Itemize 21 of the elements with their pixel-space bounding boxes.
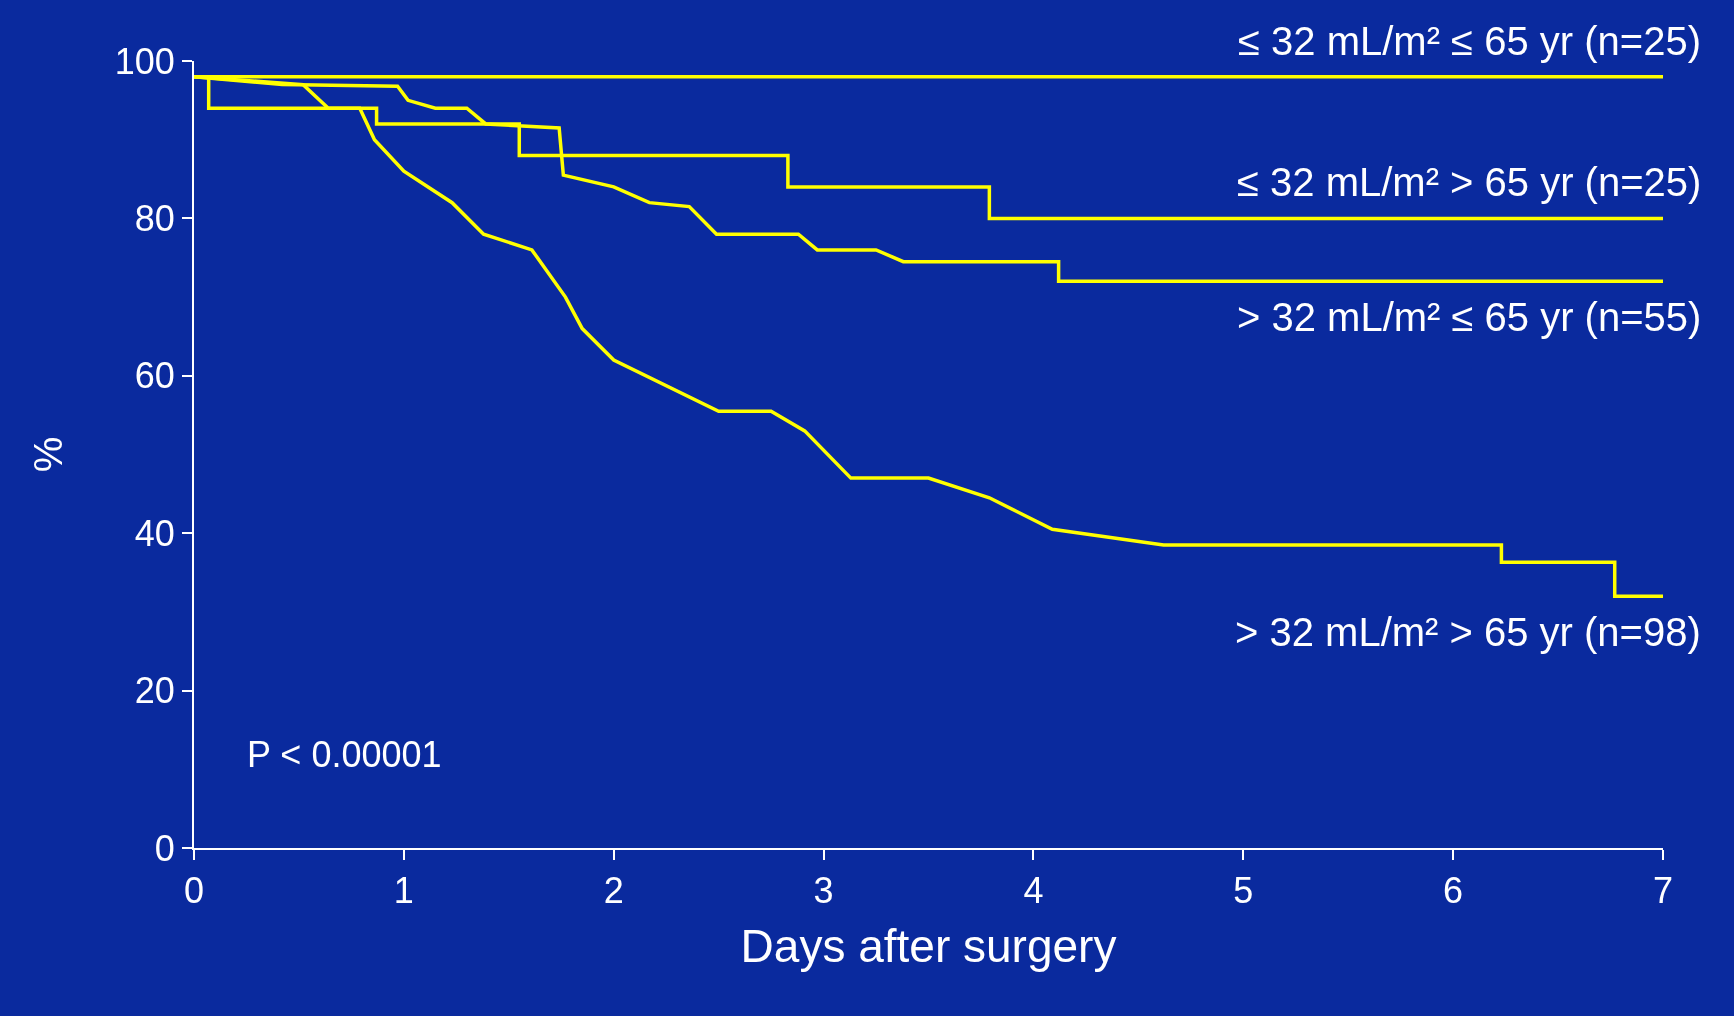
y-tick-label: 0	[154, 827, 175, 869]
x-tick-label: 0	[183, 870, 205, 912]
annotation: P < 0.00001	[247, 734, 442, 775]
y-tick-label: 40	[134, 512, 175, 554]
y-axis-title: %	[25, 436, 70, 473]
y-tick-label: 20	[134, 670, 175, 712]
series-label: ≤ 32 mL/m² > 65 yr (n=25)	[1237, 160, 1702, 204]
y-tick-label: 80	[134, 198, 175, 239]
x-tick-label: 4	[1023, 870, 1044, 912]
series-label: > 32 mL/m² ≤ 65 yr (n=55)	[1237, 295, 1702, 339]
series-label: > 32 mL/m² > 65 yr (n=98)	[1235, 610, 1701, 654]
x-tick-label: 1	[393, 870, 414, 912]
x-tick-label: 2	[603, 870, 624, 912]
x-axis-title: Days after surgery	[740, 920, 1117, 973]
x-tick-label: 5	[1233, 870, 1254, 912]
x-tick-label: 3	[813, 870, 834, 912]
y-tick-label: 60	[134, 355, 175, 397]
y-tick-label: 100	[114, 40, 175, 82]
x-tick-label: 7	[1652, 870, 1674, 912]
series-label: ≤ 32 mL/m² ≤ 65 yr (n=25)	[1238, 19, 1701, 63]
x-tick-label: 6	[1443, 870, 1464, 912]
